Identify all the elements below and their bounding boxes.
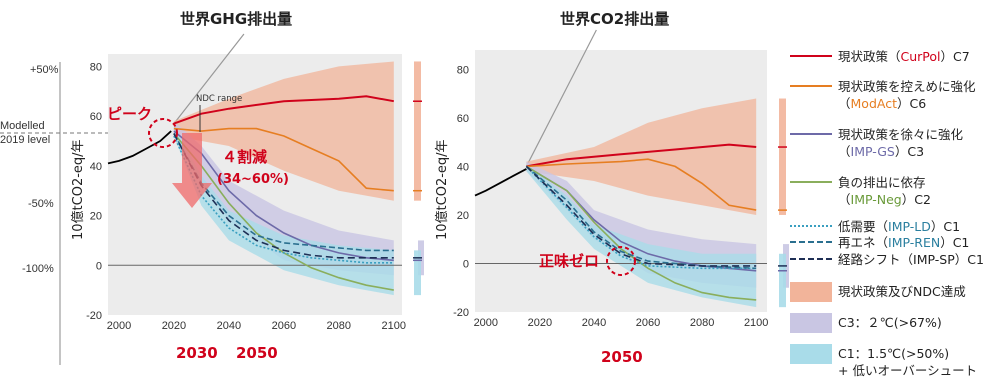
side-bar-ndc — [779, 98, 786, 215]
net-zero-circle — [606, 246, 636, 276]
y-tick-label: 0 — [463, 258, 469, 270]
series-historical — [107, 130, 172, 165]
x-tick-label: 2100 — [382, 320, 406, 332]
legend-label: 負の排出に依存 （IMP-Neg）C2 — [838, 175, 931, 207]
ghg-chart: +50% Modelled 2019 level -50% -100% 10億t… — [0, 33, 424, 365]
legend-swatch — [790, 55, 832, 57]
y-tick-label: 80 — [90, 61, 102, 73]
legend-swatch — [790, 133, 832, 135]
legend-label: C1：1.5℃(>50%) + 低いオーバーシュート — [838, 346, 978, 378]
x-tick-label: 2060 — [272, 320, 296, 332]
series-historical — [474, 168, 527, 197]
y-tick-label: 20 — [90, 211, 102, 223]
series-curpol — [173, 95, 394, 125]
series-imp-ren — [173, 133, 394, 252]
side-bar-ndc — [414, 61, 421, 201]
reduction-range: (34~60%) — [217, 172, 289, 187]
peak-label: ピーク — [107, 105, 152, 123]
series-imp-neg — [525, 165, 757, 301]
ghg-side-bars — [413, 61, 424, 296]
y-axis-label: 10億tCO2-eq/年 — [70, 139, 86, 240]
year-2030-label: 2030 — [176, 344, 218, 362]
reduction-title: ４割減 — [222, 148, 267, 166]
legend-swatch — [790, 282, 832, 302]
series-modact — [526, 158, 757, 211]
ndc-range-label: NDC range — [196, 94, 242, 104]
year-2050-label: 2050 — [236, 344, 278, 362]
series-imp-ld — [173, 135, 394, 264]
series-imp-ld — [525, 165, 757, 270]
year-2050-label: 2050 — [601, 348, 643, 366]
y-tick-label: 40 — [90, 161, 102, 173]
pct-minus50-label: -50% — [28, 198, 54, 210]
right-chart-title: 世界CO2排出量 — [560, 10, 670, 28]
series-modact — [173, 127, 394, 192]
x-tick-label: 2020 — [528, 317, 552, 329]
y-tick-label: 40 — [457, 161, 469, 173]
reduction-arrow — [172, 133, 212, 208]
legend-swatch — [790, 258, 832, 260]
pct-plus50-label: +50% — [30, 64, 59, 76]
legend-label: 現状政策及びNDC達成 — [838, 284, 966, 299]
legend-swatch — [790, 181, 832, 183]
y-tick-label: 20 — [457, 210, 469, 222]
x-tick-label: 2020 — [162, 320, 186, 332]
side-bar-c1 — [779, 253, 786, 308]
legend-swatch — [790, 241, 832, 243]
legend-label: 低需要（IMP-LD）C1 — [838, 219, 961, 234]
band-c1 — [526, 164, 757, 308]
legend-swatch — [790, 85, 832, 87]
modelled-label-line2: 2019 level — [0, 134, 50, 146]
band-c3 — [173, 121, 394, 276]
net-zero-label: 正味ゼロ — [539, 252, 599, 270]
x-tick-label: 2100 — [744, 317, 768, 329]
x-tick-label: 2080 — [690, 317, 714, 329]
band-ndc — [173, 61, 394, 201]
legend-label: 現状政策を控えめに強化 （ModAct）C6 — [838, 79, 976, 111]
y-tick-label: 60 — [90, 111, 102, 123]
co2-side-bars — [778, 98, 789, 308]
legend-label: 現状政策を徐々に強化 （IMP-GS）C3 — [838, 127, 964, 159]
legend-swatch — [790, 313, 832, 333]
legend-label: C3：２℃(>67%) — [838, 315, 942, 330]
modelled-label-line1: Modelled — [0, 120, 45, 132]
y-axis-label: 10億tCO2-eq/年 — [434, 139, 450, 240]
legend-swatch — [790, 344, 832, 364]
pct-minus100-label: -100% — [22, 263, 54, 275]
legend-label: 現状政策（CurPol）C7 — [838, 49, 970, 64]
y-tick-label: -20 — [453, 307, 469, 319]
x-tick-label: 2040 — [582, 317, 606, 329]
upper-envelope-line — [525, 29, 597, 167]
x-tick-label: 2080 — [327, 320, 351, 332]
series-imp-gs — [173, 130, 394, 262]
band-ndc — [526, 98, 757, 215]
legend-label: 再エネ（IMP-REN）C1 — [838, 235, 970, 250]
y-tick-label: 60 — [457, 113, 469, 125]
left-chart-title: 世界GHG排出量 — [180, 10, 293, 28]
x-tick-label: 2000 — [107, 320, 131, 332]
legend-swatch — [790, 225, 832, 227]
y-tick-label: -20 — [86, 310, 102, 322]
x-tick-label: 2060 — [636, 317, 660, 329]
legend-label: 経路シフト（IMP-SP）C1 — [838, 252, 984, 267]
x-tick-label: 2000 — [474, 317, 498, 329]
peak-circle — [148, 118, 178, 148]
y-tick-label: 0 — [96, 260, 102, 272]
side-bar-c1 — [414, 250, 421, 296]
series-imp-sp — [525, 165, 757, 267]
x-tick-label: 2040 — [217, 320, 241, 332]
upper-envelope-line — [173, 33, 245, 124]
series-imp-sp — [173, 133, 394, 259]
y-tick-label: 80 — [457, 64, 469, 76]
series-curpol — [526, 143, 757, 168]
